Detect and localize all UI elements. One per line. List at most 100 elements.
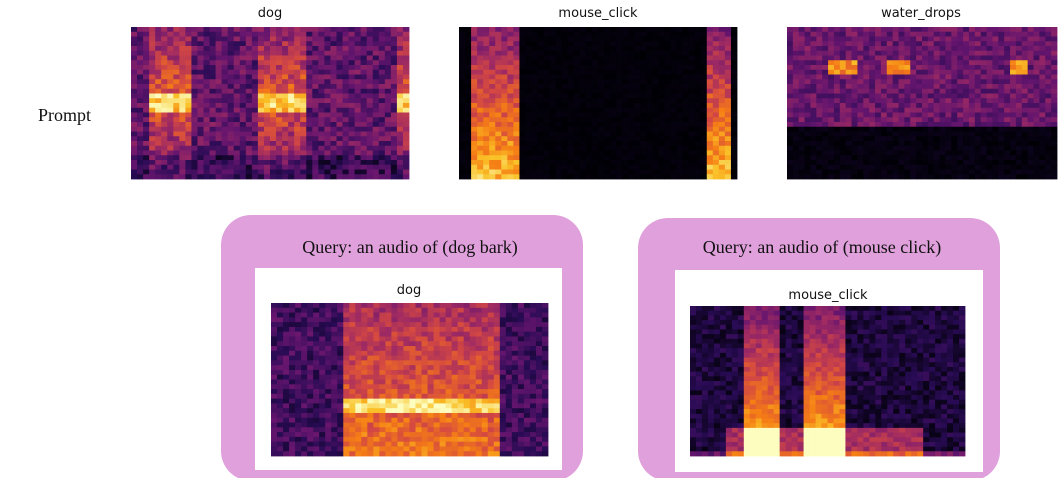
spectrogram-cell — [396, 50, 404, 56]
spectrogram-cell — [402, 27, 410, 33]
spectrogram-cell — [233, 103, 241, 109]
spectrogram-cell — [312, 150, 319, 156]
spectrogram-cell — [531, 55, 538, 61]
spectrogram-cell — [318, 136, 325, 142]
spectrogram-cell — [396, 79, 404, 85]
spectrogram-cell — [215, 126, 223, 132]
spectrogram-cell — [1039, 46, 1046, 52]
spectrogram-cell — [507, 136, 514, 142]
spectrogram-cell — [927, 136, 935, 142]
spectrogram-cell — [998, 98, 1005, 104]
spectrogram-cell — [270, 131, 277, 137]
spectrogram-cell — [477, 41, 484, 47]
spectrogram-cell — [857, 112, 864, 118]
spectrogram-cell — [307, 336, 314, 342]
spectrogram-cell — [367, 412, 374, 419]
spectrogram-cell — [730, 155, 738, 161]
spectrogram-cell — [301, 451, 308, 457]
spectrogram-cell — [1045, 74, 1052, 80]
spectrogram-cell — [682, 50, 690, 56]
spectrogram-cell — [319, 369, 326, 376]
spectrogram-cell — [980, 46, 987, 52]
spectrogram-cell — [143, 60, 150, 66]
spectrogram-cell — [951, 112, 958, 118]
spectrogram-cell — [670, 145, 677, 151]
spectrogram-cell — [373, 379, 380, 385]
spectrogram-cell — [939, 169, 946, 175]
spectrogram-cell — [892, 88, 899, 94]
spectrogram-cell — [257, 131, 265, 137]
spectrogram-cell — [149, 55, 156, 61]
spectrogram-cell — [271, 307, 278, 313]
spectrogram-cell — [471, 55, 478, 61]
spectrogram-cell — [822, 46, 829, 52]
spectrogram-cell — [724, 136, 732, 142]
spectrogram-cell — [378, 131, 386, 137]
spectrogram-cell — [1010, 69, 1017, 75]
spectrogram-cell — [880, 155, 888, 161]
spectrogram-cell — [688, 103, 696, 109]
spectrogram-cell — [402, 60, 410, 66]
spectrogram-cell — [682, 141, 690, 147]
spectrogram-cell — [173, 136, 180, 142]
spectrogram-cell — [324, 69, 331, 75]
spectrogram-cell — [531, 160, 538, 166]
spectrogram-cell — [312, 69, 319, 75]
spectrogram-cell — [951, 60, 958, 66]
spectrogram-cell — [676, 36, 684, 42]
spectrogram-cell — [591, 46, 599, 52]
spectrogram-cell — [289, 408, 296, 414]
spectrogram-cell — [963, 150, 970, 156]
spectrogram-cell — [149, 65, 156, 71]
spectrogram-cell — [477, 69, 484, 75]
spectrogram-cell — [857, 55, 864, 61]
spectrogram-cell — [300, 98, 307, 104]
spectrogram-cell — [828, 31, 835, 37]
spectrogram-cell — [318, 112, 325, 118]
spectrogram-cell — [331, 307, 338, 313]
spectrogram-cell — [898, 126, 905, 132]
spectrogram-cell — [495, 98, 502, 104]
spectrogram-cell — [276, 150, 283, 156]
spectrogram-cell — [276, 155, 283, 161]
spectrogram-cell — [318, 145, 325, 151]
spectrogram-cell — [646, 107, 653, 113]
spectrogram-cell — [880, 31, 888, 37]
spectrogram-cell — [718, 60, 726, 66]
spectrogram-cell — [197, 126, 204, 132]
spectrogram-cell — [561, 88, 569, 94]
spectrogram-cell — [372, 69, 380, 75]
spectrogram-cell — [676, 145, 684, 151]
spectrogram-cell — [337, 446, 344, 452]
spectrogram-cell — [968, 141, 976, 147]
spectrogram-cell — [700, 93, 708, 99]
spectrogram-cell — [191, 84, 198, 90]
spectrogram-cell — [974, 107, 982, 113]
spectrogram-cell — [1021, 174, 1029, 180]
spectrogram-cell — [951, 88, 958, 94]
spectrogram-cell — [301, 393, 308, 400]
spectrogram-cell — [604, 50, 611, 56]
spectrogram-cell — [288, 160, 295, 166]
spectrogram-cell — [828, 155, 835, 161]
spectrogram-cell — [706, 88, 714, 94]
spectrogram-cell — [892, 164, 899, 170]
spectrogram-cell — [857, 103, 864, 109]
spectrogram-cell — [694, 98, 702, 104]
spectrogram-cell — [283, 422, 290, 428]
spectrogram-cell — [312, 122, 319, 128]
spectrogram-cell — [294, 141, 301, 147]
spectrogram-cell — [898, 41, 905, 47]
spectrogram-cell — [349, 317, 356, 323]
spectrogram-cell — [270, 98, 277, 104]
spectrogram-cell — [851, 41, 858, 47]
spectrogram-cell — [787, 107, 794, 113]
spectrogram-cell — [276, 74, 283, 80]
spectrogram-cell — [271, 384, 278, 390]
spectrogram-cell — [1051, 98, 1058, 104]
spectrogram-cell — [149, 155, 156, 161]
spectrogram-cell — [507, 65, 514, 71]
spectrogram-cell — [910, 117, 917, 123]
spectrogram-cell — [390, 98, 398, 104]
